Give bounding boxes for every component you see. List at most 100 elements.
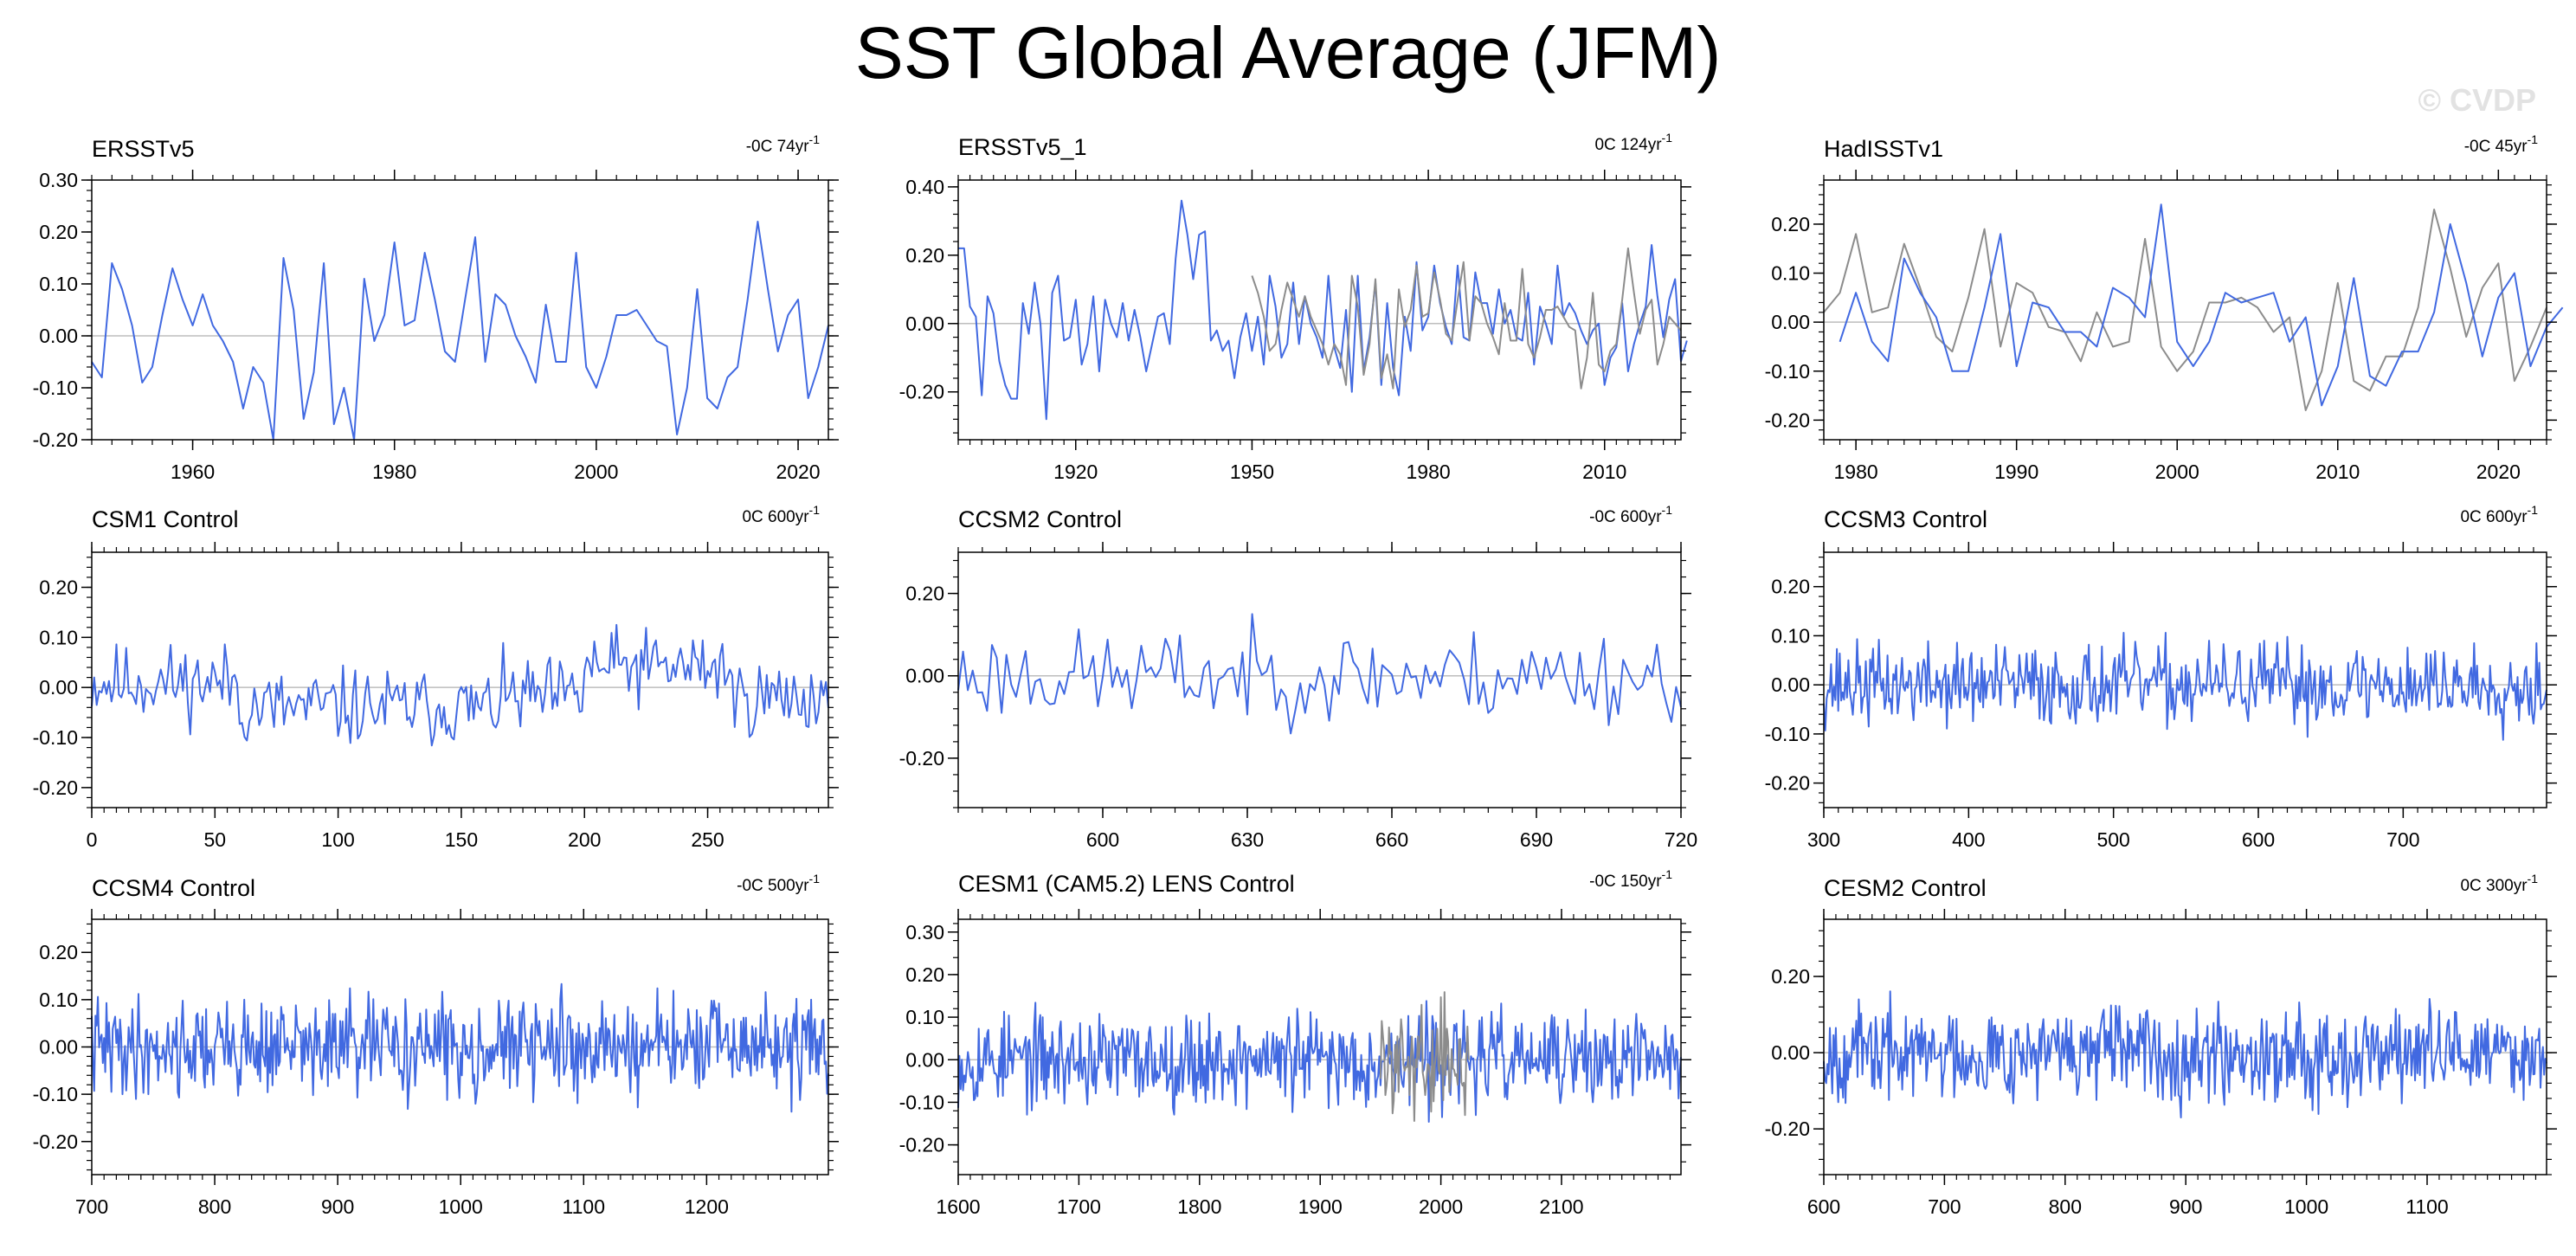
trend-label: -0C 600yr-1: [1589, 503, 1672, 526]
y-tick-label: -0.20: [899, 381, 944, 403]
trend-exponent: -1: [2528, 132, 2539, 146]
trend-exponent: -1: [1662, 131, 1673, 145]
trend-exponent: -1: [1662, 867, 1673, 881]
cvdp-watermark: © CVDP: [2418, 82, 2536, 118]
x-tick-label: 400: [1952, 828, 1985, 851]
trend-label: 0C 300yr-1: [2460, 872, 2538, 895]
trend-text: 0C 600yr: [742, 508, 809, 526]
y-tick-label: 0.10: [1771, 262, 1810, 285]
y-tick-label: -0.10: [33, 1083, 78, 1105]
trend-text: 0C 124yr: [1594, 136, 1662, 154]
x-tick-label: 500: [2096, 828, 2129, 851]
x-tick-label: 630: [1231, 828, 1264, 851]
plot-frame: [91, 551, 829, 808]
trend-exponent: -1: [1662, 503, 1673, 517]
trend-label: -0C 500yr-1: [737, 872, 820, 895]
x-tick-label: 600: [2242, 828, 2275, 851]
series-line-1: [91, 982, 829, 1113]
x-tick-label: 1000: [2284, 1195, 2328, 1218]
panel-5: -0.20 0.00 0.20 600 630 660 690 720 CCSM2 Contro…: [899, 503, 1698, 851]
x-tick-label: 800: [2049, 1195, 2082, 1218]
series-line-1: [957, 1000, 1682, 1123]
y-tick-label: 0.10: [39, 989, 78, 1011]
y-tick-label: 0.00: [1771, 673, 1810, 696]
panel-6: -0.20 -0.10 0.00 0.10 0.20 300 400 500 600 700 CCS…: [1765, 503, 2557, 851]
x-tick-label: 150: [445, 828, 478, 851]
x-tick-label: 1900: [1298, 1195, 1343, 1218]
x-tick-label: 700: [1928, 1195, 1961, 1218]
y-tick-label: 0.10: [39, 273, 78, 295]
x-tick-label: 900: [321, 1195, 354, 1218]
panel-title: ERSSTv5_1: [958, 134, 1087, 160]
x-tick-label: 100: [321, 828, 354, 851]
series-line-1: [91, 221, 829, 441]
panel-title: CESM1 (CAM5.2) LENS Control: [958, 871, 1295, 897]
y-tick-label: -0.20: [33, 1130, 78, 1153]
y-tick-label: -0.20: [33, 776, 78, 799]
x-tick-label: 1100: [563, 1195, 605, 1218]
trend-text: 0C 600yr: [2460, 508, 2528, 526]
trend-text: -0C 500yr: [737, 877, 809, 895]
x-tick-label: 720: [1665, 828, 1697, 851]
panel-title: ERSSTv5: [92, 136, 195, 162]
figure-title: SST Global Average (JFM): [855, 12, 1722, 93]
series-line-1: [957, 613, 1682, 735]
plot-frame: [91, 179, 829, 441]
x-tick-label: 1000: [439, 1195, 483, 1218]
panel-8: -0.20 -0.10 0.00 0.10 0.20 0.30 1600 1700 1800 19…: [899, 867, 1691, 1218]
trend-label: 0C 600yr-1: [742, 503, 820, 526]
series-line-2: [1251, 247, 1682, 390]
x-tick-label: 1600: [936, 1195, 980, 1218]
y-tick-label: 0.20: [1771, 965, 1810, 988]
series-line-1: [1823, 632, 2547, 741]
trend-label: -0C 150yr-1: [1589, 867, 1672, 891]
x-tick-label: 2000: [574, 461, 618, 483]
x-tick-label: 2100: [1539, 1195, 1583, 1218]
trend-text: -0C 150yr: [1589, 873, 1662, 891]
panel-title: CSM1 Control: [92, 506, 239, 532]
y-tick-label: -0.20: [1765, 409, 1810, 431]
y-tick-label: -0.10: [33, 726, 78, 749]
x-tick-label: 2000: [2155, 461, 2199, 483]
x-tick-label: 1980: [372, 461, 416, 483]
trend-text: -0C 74yr: [746, 138, 810, 156]
x-tick-label: 1980: [1407, 461, 1451, 483]
y-tick-label: 0.00: [1771, 311, 1810, 333]
panel-title: CCSM3 Control: [1824, 506, 1987, 532]
panel-2: -0.20 0.00 0.20 0.40 1920 1950 1980 2010 ERSSTv5…: [899, 131, 1691, 483]
y-tick-label: 0.00: [39, 676, 78, 699]
y-tick-label: 0.40: [905, 176, 944, 198]
plot-frame: [957, 918, 1682, 1175]
y-tick-label: 0.20: [905, 963, 944, 986]
y-tick-label: 0.00: [39, 1036, 78, 1059]
panel-3: -0.20 -0.10 0.00 0.10 0.20 1980 1990 2000 2010 20…: [1765, 132, 2564, 483]
y-tick-label: 0.20: [1771, 213, 1810, 235]
trend-label: -0C 45yr-1: [2464, 132, 2539, 156]
x-tick-label: 0: [87, 828, 98, 851]
plot-frame: [1823, 551, 2547, 808]
x-tick-label: 660: [1375, 828, 1408, 851]
x-tick-label: 600: [1086, 828, 1119, 851]
series-line-2: [1379, 991, 1470, 1122]
x-tick-label: 2010: [1582, 461, 1626, 483]
trend-label: -0C 74yr-1: [746, 132, 821, 156]
y-tick-label: 0.00: [905, 1048, 944, 1071]
panel-title: CESM2 Control: [1824, 875, 1987, 901]
x-tick-label: 1200: [685, 1195, 729, 1218]
panel-7: -0.20 -0.10 0.00 0.10 0.20 700 800 900 1000 1100 1…: [33, 872, 839, 1218]
y-tick-label: -0.10: [899, 1091, 944, 1113]
y-tick-label: -0.20: [1765, 1118, 1810, 1140]
y-tick-label: -0.20: [899, 1134, 944, 1156]
panel-4: -0.20 -0.10 0.00 0.10 0.20 0 50 100 150 200 250 CSM…: [33, 503, 839, 851]
x-tick-label: 2020: [2476, 461, 2521, 483]
x-tick-label: 690: [1520, 828, 1553, 851]
panel-title: HadISSTv1: [1824, 136, 1943, 162]
trend-exponent: -1: [809, 872, 821, 886]
series-line-1: [91, 623, 829, 747]
y-tick-label: 0.20: [905, 244, 944, 267]
series-line-1: [1823, 990, 2547, 1118]
x-tick-label: 1980: [1834, 461, 1878, 483]
y-tick-label: 0.00: [39, 325, 78, 347]
